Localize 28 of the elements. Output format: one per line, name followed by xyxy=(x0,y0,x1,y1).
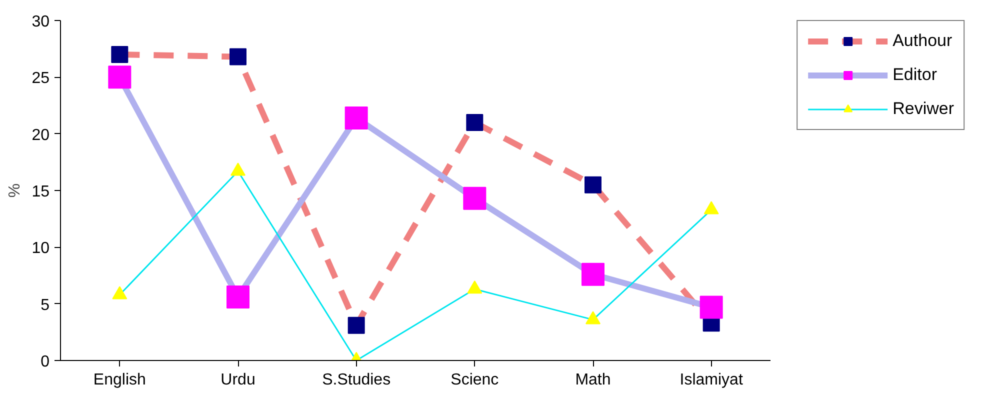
point xyxy=(466,114,484,131)
x-tick-label: Math xyxy=(575,372,611,388)
point xyxy=(463,186,486,210)
point xyxy=(584,176,602,194)
y-axis-title: % xyxy=(6,183,24,198)
y-tick-label: 0 xyxy=(40,354,50,370)
y-tick-label: 25 xyxy=(32,70,50,88)
point xyxy=(230,48,246,66)
point xyxy=(108,66,132,89)
x-tick-label: Islamiyat xyxy=(680,372,744,388)
point xyxy=(111,46,128,63)
point xyxy=(700,296,723,319)
point xyxy=(344,106,368,130)
legend-label: Authour xyxy=(892,31,952,51)
y-tick-label: 5 xyxy=(40,296,50,314)
y-tick-label: 15 xyxy=(32,184,50,200)
legend-label: Editor xyxy=(892,65,938,85)
y-tick-label: 20 xyxy=(32,126,50,144)
x-tick-label: Urdu xyxy=(220,372,256,388)
y-tick-label: 10 xyxy=(32,240,50,258)
x-tick-label: S.Studies xyxy=(322,372,391,388)
legend-label: Reviwer xyxy=(892,99,954,119)
point xyxy=(226,286,250,309)
point xyxy=(348,316,365,334)
y-tick-label: 30 xyxy=(32,14,50,30)
x-tick-label: English xyxy=(93,372,146,388)
point xyxy=(582,262,604,286)
x-tick-label: Scienc xyxy=(450,372,499,388)
